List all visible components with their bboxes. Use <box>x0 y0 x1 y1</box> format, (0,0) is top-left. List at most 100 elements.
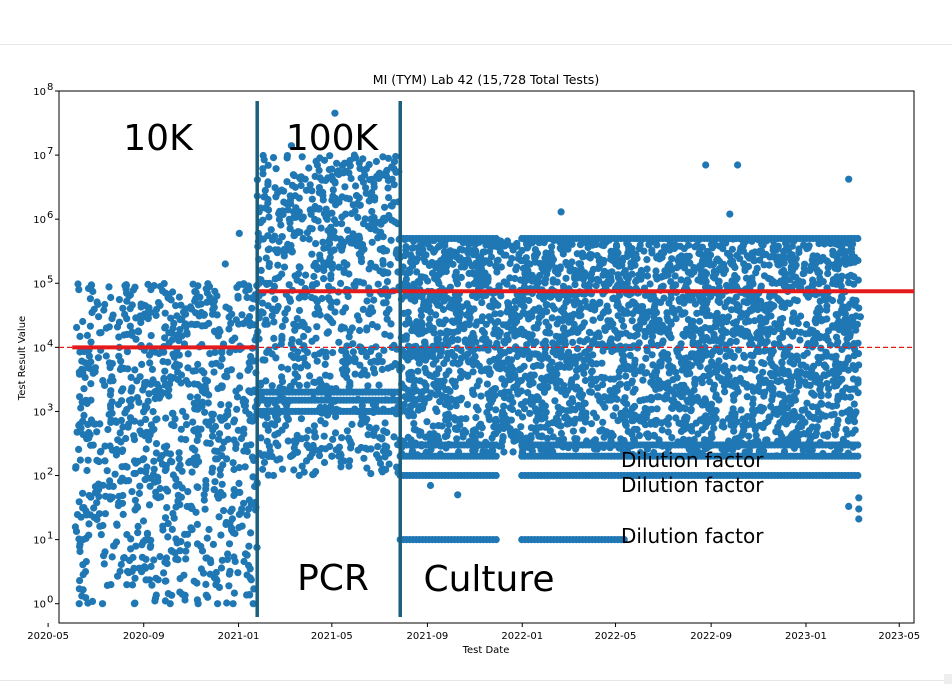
data-point <box>534 394 542 402</box>
data-point <box>651 420 660 428</box>
data-point <box>161 289 170 297</box>
data-point <box>134 327 142 335</box>
data-point <box>386 332 394 340</box>
data-point <box>803 320 811 329</box>
data-point <box>607 255 615 263</box>
data-point <box>643 256 651 264</box>
data-point <box>353 192 361 200</box>
data-point <box>160 569 168 577</box>
data-point <box>73 510 82 519</box>
data-point <box>79 368 87 376</box>
data-point <box>225 401 233 409</box>
data-point <box>280 187 288 195</box>
data-point <box>105 410 113 419</box>
data-point <box>792 372 800 380</box>
data-point <box>291 326 299 334</box>
data-point <box>109 482 117 490</box>
data-point <box>286 219 294 227</box>
data-point <box>648 249 656 257</box>
data-point <box>208 432 217 440</box>
data-point <box>649 361 657 369</box>
data-point <box>410 420 418 428</box>
data-point <box>672 414 680 422</box>
data-point <box>532 338 540 346</box>
data-point <box>215 583 223 592</box>
data-point <box>177 301 185 309</box>
data-point <box>161 367 169 375</box>
data-point <box>329 176 337 184</box>
data-point <box>315 166 323 174</box>
data-point <box>295 381 303 390</box>
data-point <box>87 380 95 388</box>
data-point <box>755 331 763 340</box>
data-point <box>309 441 317 450</box>
data-point <box>732 337 740 345</box>
data-point <box>265 213 273 221</box>
data-point <box>641 369 649 377</box>
data-point <box>278 322 287 330</box>
data-point <box>233 393 242 401</box>
data-point <box>578 391 587 399</box>
data-point <box>471 426 479 434</box>
data-point <box>444 386 452 394</box>
data-point <box>80 348 88 356</box>
data-point <box>304 426 312 434</box>
data-point <box>805 329 814 337</box>
data-point <box>759 404 768 412</box>
data-point <box>119 385 127 393</box>
data-point <box>569 338 577 346</box>
data-point <box>787 265 796 273</box>
data-point <box>660 294 668 302</box>
data-point <box>610 375 618 383</box>
data-point <box>332 219 340 227</box>
data-point <box>180 571 188 579</box>
data-point <box>426 315 434 323</box>
data-point <box>422 369 430 377</box>
data-point <box>311 259 319 267</box>
data-point <box>822 363 830 371</box>
data-point <box>420 379 428 387</box>
data-point <box>319 238 327 246</box>
data-point <box>434 301 442 309</box>
data-point <box>143 530 152 538</box>
data-point <box>580 369 588 377</box>
data-point <box>407 368 416 376</box>
data-point <box>776 325 784 333</box>
data-point <box>499 408 507 416</box>
data-point <box>239 320 247 328</box>
data-point <box>848 257 856 265</box>
data-point <box>658 339 667 347</box>
data-point <box>218 349 226 357</box>
data-point <box>82 359 90 367</box>
data-point <box>731 412 739 420</box>
data-point <box>87 416 95 424</box>
data-point <box>236 372 244 380</box>
data-point <box>161 514 170 522</box>
data-point <box>796 336 804 344</box>
scroll-corner <box>944 674 952 684</box>
data-point <box>618 316 626 324</box>
data-point <box>259 165 267 173</box>
data-point <box>760 272 769 280</box>
data-point <box>639 271 647 280</box>
data-point <box>164 358 172 366</box>
data-point <box>425 326 434 334</box>
data-point <box>200 310 208 319</box>
data-point <box>743 413 752 421</box>
data-point <box>607 337 615 345</box>
data-point <box>277 340 285 348</box>
data-point <box>798 406 806 414</box>
data-point <box>495 332 503 340</box>
data-point <box>157 348 165 356</box>
data-point <box>281 316 289 324</box>
data-point <box>131 574 139 582</box>
data-point <box>522 310 530 318</box>
data-point <box>263 348 271 356</box>
data-point <box>76 393 84 401</box>
data-point <box>460 325 468 333</box>
data-point <box>831 323 840 331</box>
data-point <box>367 470 375 478</box>
data-point <box>368 238 376 246</box>
data-point <box>315 205 323 213</box>
